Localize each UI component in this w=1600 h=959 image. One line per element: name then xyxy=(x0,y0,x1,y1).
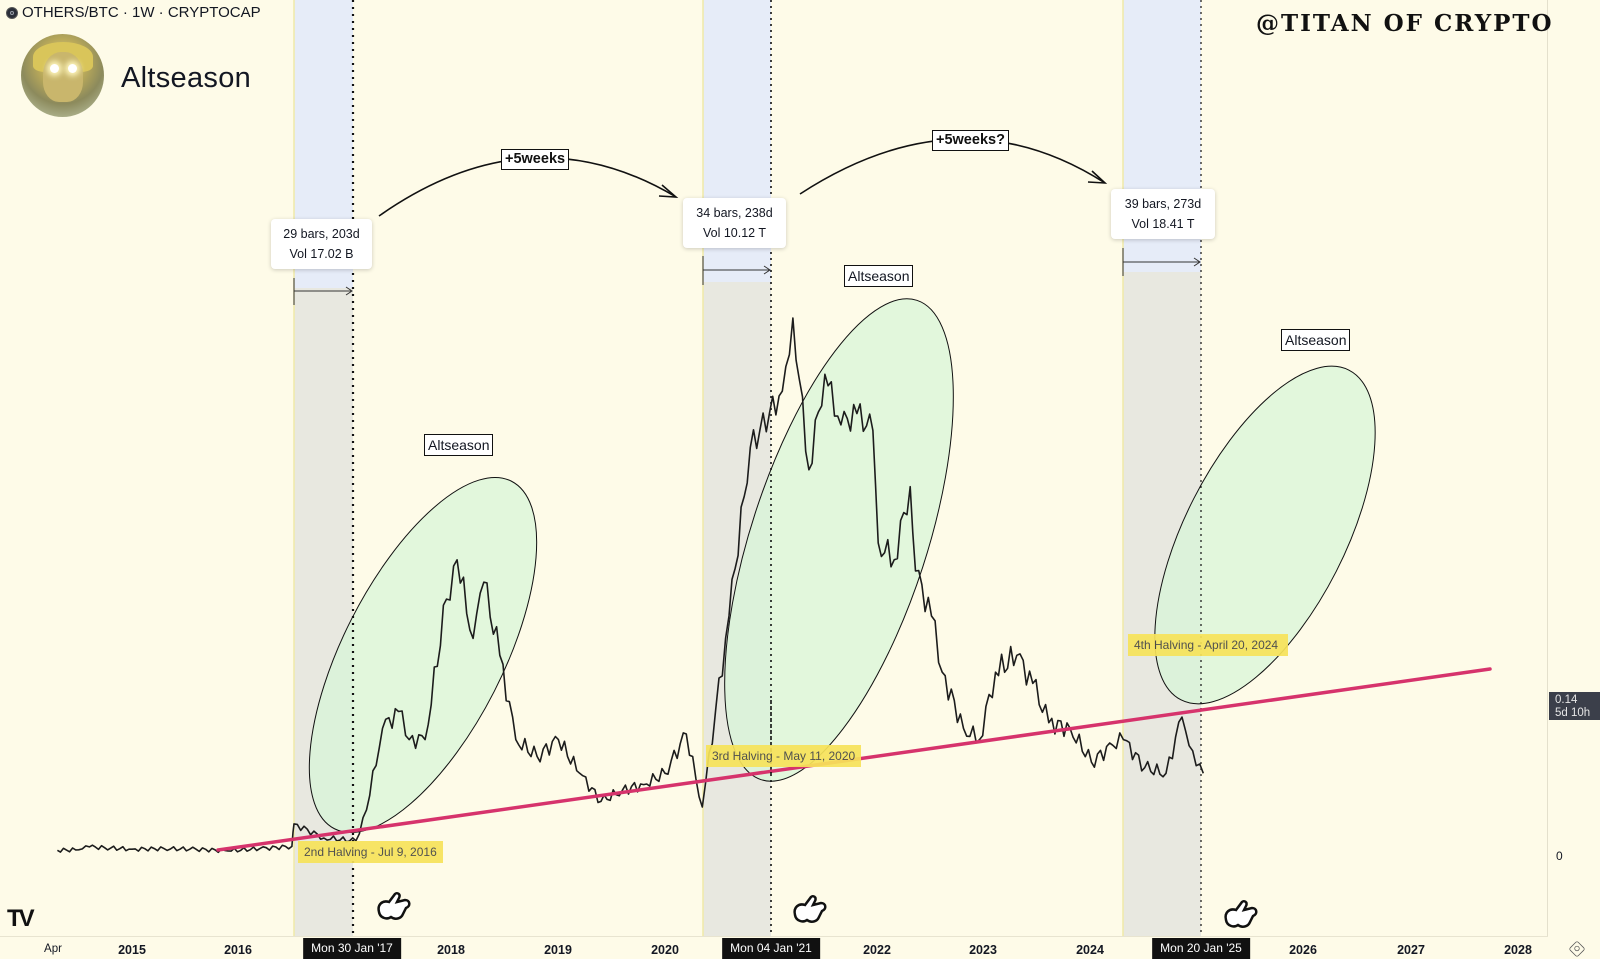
pointing-hand-icon xyxy=(377,891,411,920)
halving-tag-3rd: 3rd Halving - May 11, 2020 xyxy=(706,745,862,767)
measure-volume: Vol 17.02 B xyxy=(289,247,354,261)
chart-title: Altseason xyxy=(121,62,252,94)
time-tick: 2018 xyxy=(437,943,465,957)
price-series[interactable] xyxy=(56,317,1205,854)
time-tick: Apr xyxy=(44,943,62,955)
brand-watermark: @TITAN OF CRYPTO xyxy=(1256,10,1554,37)
altseason-label-3: Altseason xyxy=(1281,329,1351,351)
measure-bars: 34 bars, 238d xyxy=(696,206,773,220)
time-tick: 2016 xyxy=(224,943,252,957)
date-flag: Mon 04 Jan '21 xyxy=(722,938,820,959)
measure-bars: 39 bars, 273d xyxy=(1124,197,1202,211)
measure-arrow-1 xyxy=(293,278,353,305)
measure-volume: Vol 10.12 T xyxy=(702,226,766,240)
measure-arrow-2 xyxy=(702,256,771,285)
measure-volume: Vol 18.41 T xyxy=(1131,217,1195,231)
pointing-hand-icon xyxy=(1224,899,1258,928)
time-tick: 2020 xyxy=(651,943,679,957)
symbol-label: OTHERS/BTC · 1W · CRYPTOCAP xyxy=(22,4,261,21)
date-flag: Mon 20 Jan '25 xyxy=(1152,938,1250,959)
time-tick: 2022 xyxy=(863,943,891,957)
time-tick: 2023 xyxy=(969,943,997,957)
date-flag: Mon 30 Jan '17 xyxy=(303,938,401,959)
price-axis-border xyxy=(1547,0,1548,937)
label-plus-5-weeks-question: +5weeks? xyxy=(932,130,1009,151)
bar-countdown: 5d 10h xyxy=(1555,707,1591,719)
time-tick: 2024 xyxy=(1076,943,1104,957)
time-tick: 2019 xyxy=(544,943,572,957)
halving-tag-4th: 4th Halving - April 20, 2024 xyxy=(1128,634,1289,656)
time-axis-border xyxy=(0,936,1548,937)
measure-box-1: 29 bars, 203d Vol 17.02 B xyxy=(271,219,372,269)
altseason-ellipse-3 xyxy=(1154,365,1376,705)
halving-range-2 xyxy=(702,0,771,937)
price-axis-zero: 0 xyxy=(1556,849,1563,863)
arrowhead-1 xyxy=(658,184,679,198)
measure-box-3: 39 bars, 273d Vol 18.41 T xyxy=(1111,189,1215,239)
exchange-logo-icon xyxy=(6,6,18,19)
last-price: 0.14 xyxy=(1555,694,1578,706)
halving-range-3 xyxy=(1122,0,1201,937)
altseason-ellipse-2 xyxy=(724,298,954,782)
label-plus-5-weeks: +5weeks xyxy=(501,149,570,170)
altseason-ellipse-1 xyxy=(308,476,538,834)
altseason-label-2: Altseason xyxy=(844,265,914,287)
halving-tag-2nd: 2nd Halving - Jul 9, 2016 xyxy=(298,841,443,863)
symbol-header[interactable]: OTHERS/BTC · 1W · CRYPTOCAP xyxy=(6,4,261,21)
last-price-tag: 0.14 5d 10h xyxy=(1549,692,1600,720)
avatar xyxy=(21,34,104,117)
arrowhead-2 xyxy=(1087,170,1108,184)
altseason-label-1: Altseason xyxy=(424,434,494,456)
time-tick: 2026 xyxy=(1289,943,1317,957)
pointing-hand-icon xyxy=(793,894,827,923)
time-tick: 2015 xyxy=(118,943,146,957)
measure-box-2: 34 bars, 238d Vol 10.12 T xyxy=(683,198,786,248)
tradingview-logo-icon[interactable]: TV xyxy=(7,905,35,932)
time-tick: 2028 xyxy=(1504,943,1532,957)
time-tick: 2027 xyxy=(1397,943,1425,957)
measure-arrow-3 xyxy=(1122,248,1201,276)
measure-bars: 29 bars, 203d xyxy=(283,227,360,241)
